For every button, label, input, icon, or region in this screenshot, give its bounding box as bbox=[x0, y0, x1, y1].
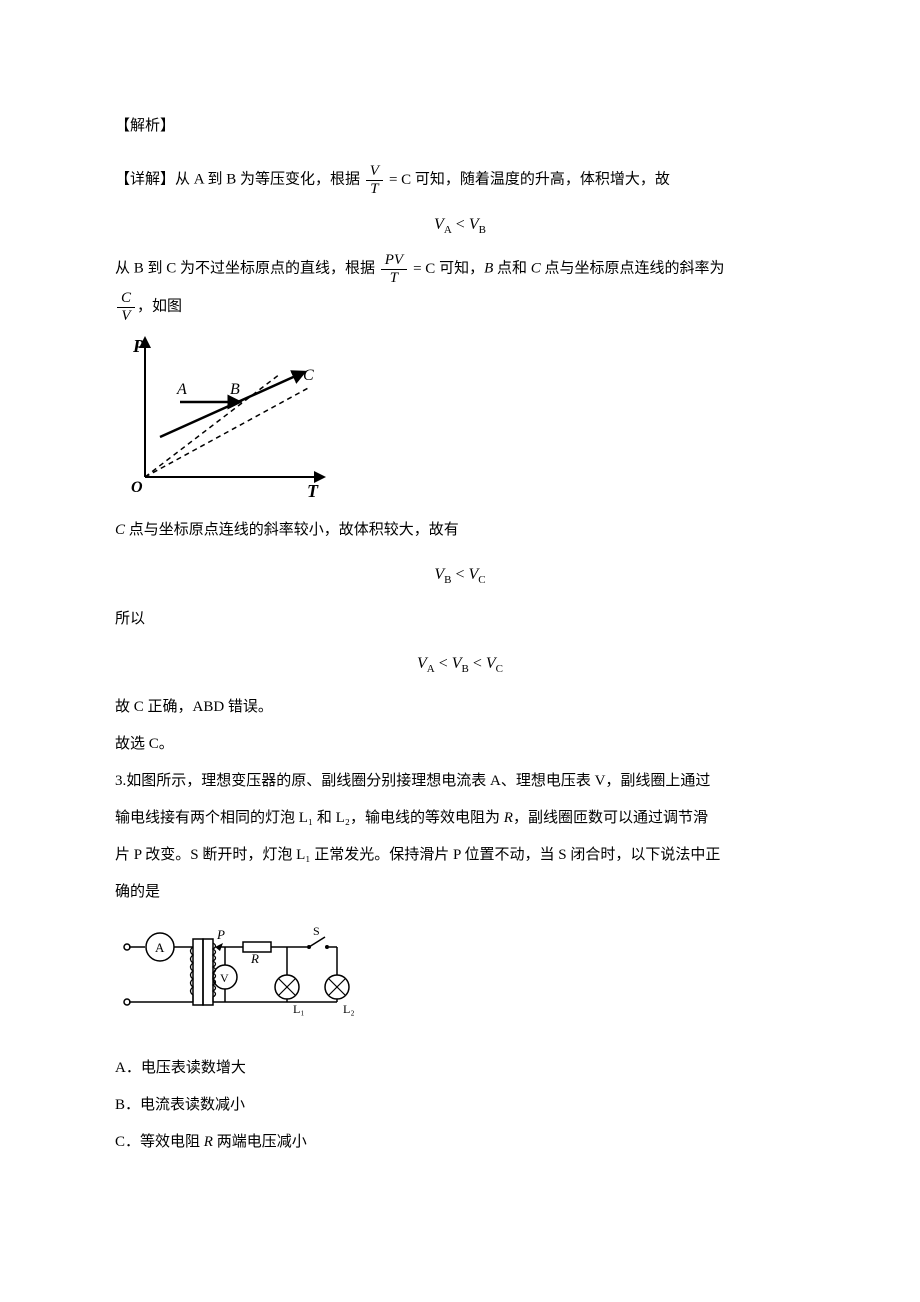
eq-lt: < bbox=[456, 216, 469, 233]
switch-s-label: S bbox=[313, 924, 320, 938]
eq-eqc2: = C bbox=[413, 253, 435, 286]
eq-v-over-t: V T = C bbox=[364, 163, 411, 197]
pt-graph: P T O A B C bbox=[115, 332, 805, 502]
p1-after: 可知，随着温度的升高，体积增大，故 bbox=[415, 171, 670, 187]
eq-lt: < bbox=[455, 566, 468, 583]
eq-v: V bbox=[434, 566, 444, 583]
detail-p2b: C V ，如图 bbox=[115, 290, 805, 324]
p2-after: 可知， bbox=[439, 261, 484, 277]
eq-v: V bbox=[417, 655, 427, 672]
eq-c-over-v: C V bbox=[115, 290, 137, 324]
eq-lt: < bbox=[439, 655, 452, 672]
p1-before: 从 A 到 B 为等压变化，根据 bbox=[175, 171, 360, 187]
p2-tail: ，如图 bbox=[137, 299, 182, 315]
frac-num: PV bbox=[381, 252, 407, 270]
analysis-heading: 【解析】 bbox=[115, 110, 805, 143]
origin-label: O bbox=[131, 479, 143, 496]
eq-lt2: < bbox=[473, 655, 486, 672]
q3-s2b: ，副线圈匝数可以通过调节滑 bbox=[513, 810, 708, 826]
eq-v2: V bbox=[469, 216, 479, 233]
c-ital: C bbox=[531, 261, 541, 277]
optc-before: C．等效电阻 bbox=[115, 1134, 204, 1150]
eq-sub-a: A bbox=[427, 663, 435, 675]
detail-p2: 从 B 到 C 为不过坐标原点的直线，根据 PV T = C 可知，B 点和 C… bbox=[115, 252, 805, 286]
eq-sub-c: C bbox=[478, 575, 485, 587]
pt-a-label: A bbox=[176, 381, 187, 398]
lamp-l2-label: L₂ bbox=[343, 1002, 355, 1016]
eq-sub-c: C bbox=[496, 663, 503, 675]
q3-stem2: 输电线接有两个相同的灯泡 L₁ 和 L₂，输电线的等效电阻为 R，副线圈匝数可以… bbox=[115, 802, 805, 835]
optc-after: 两端电压减小 bbox=[213, 1134, 307, 1150]
pt-b-label: B bbox=[230, 381, 240, 398]
axis-y-label: P bbox=[132, 336, 145, 356]
centered-eq-1: VA < VB bbox=[115, 207, 805, 242]
q3-stem3: 片 P 改变。S 断开时，灯泡 L₁ 正常发光。保持滑片 P 位置不动，当 S … bbox=[115, 839, 805, 872]
option-c: C．等效电阻 R 两端电压减小 bbox=[115, 1126, 805, 1159]
frac-den: V bbox=[117, 308, 134, 325]
p3-text: 点与坐标原点连线的斜率较小，故体积较大，故有 bbox=[129, 522, 459, 538]
eq-v3: V bbox=[486, 655, 496, 672]
axis-x-label: T bbox=[307, 481, 319, 501]
q3-r-ital: R bbox=[504, 810, 513, 826]
p2-after2: 点和 bbox=[497, 261, 531, 277]
detail-p1: 【详解】从 A 到 B 为等压变化，根据 V T = C 可知，随着温度的升高，… bbox=[115, 163, 805, 197]
eq-v: V bbox=[434, 216, 444, 233]
p2-after3: 点与坐标原点连线的斜率为 bbox=[545, 261, 725, 277]
eq-sub-b: B bbox=[462, 663, 469, 675]
c-ital-2: C bbox=[115, 522, 125, 538]
p4: 所以 bbox=[115, 603, 805, 636]
pt-c-label: C bbox=[303, 367, 314, 384]
pt-graph-svg: P T O A B C bbox=[115, 332, 335, 502]
p2-before: 从 B 到 C 为不过坐标原点的直线，根据 bbox=[115, 261, 375, 277]
eq-v2: V bbox=[469, 566, 479, 583]
eq-pv-over-t: PV T = C bbox=[379, 252, 436, 286]
p3: C 点与坐标原点连线的斜率较小，故体积较大，故有 bbox=[115, 514, 805, 547]
q3-s2a: 输电线接有两个相同的灯泡 L₁ 和 L₂，输电线的等效电阻为 bbox=[115, 810, 504, 826]
centered-eq-3: VA < VB < VC bbox=[115, 646, 805, 681]
eq-sub-b: B bbox=[479, 224, 486, 236]
optc-r: R bbox=[204, 1134, 213, 1150]
q3-stem4: 确的是 bbox=[115, 876, 805, 909]
ammeter-label: A bbox=[155, 940, 165, 955]
eq-sub-a: A bbox=[444, 224, 452, 236]
eq-sub-b: B bbox=[444, 575, 451, 587]
circuit-diagram: A P V R bbox=[115, 917, 805, 1040]
voltmeter-label: V bbox=[220, 971, 229, 985]
eq-eqc: = C bbox=[389, 164, 411, 197]
centered-eq-2: VB < VC bbox=[115, 557, 805, 592]
option-b: B．电流表读数减小 bbox=[115, 1089, 805, 1122]
p5: 故 C 正确，ABD 错误。 bbox=[115, 691, 805, 724]
p6: 故选 C。 bbox=[115, 728, 805, 761]
option-a: A．电压表读数增大 bbox=[115, 1052, 805, 1085]
resistor-r-label: R bbox=[250, 951, 259, 966]
frac-den: T bbox=[366, 181, 382, 198]
eq-v2: V bbox=[452, 655, 462, 672]
q3-stem1: 3.如图所示，理想变压器的原、副线圈分别接理想电流表 A、理想电压表 V，副线圈… bbox=[115, 765, 805, 798]
detail-label: 【详解】 bbox=[115, 171, 175, 187]
lamp-l1-label: L₁ bbox=[293, 1002, 305, 1016]
slider-p-label: P bbox=[216, 927, 225, 942]
frac-den: T bbox=[386, 270, 402, 287]
frac-num: C bbox=[117, 290, 135, 308]
circuit-svg: A P V R bbox=[115, 917, 365, 1027]
frac-num: V bbox=[366, 163, 383, 181]
b-ital: B bbox=[484, 261, 493, 277]
